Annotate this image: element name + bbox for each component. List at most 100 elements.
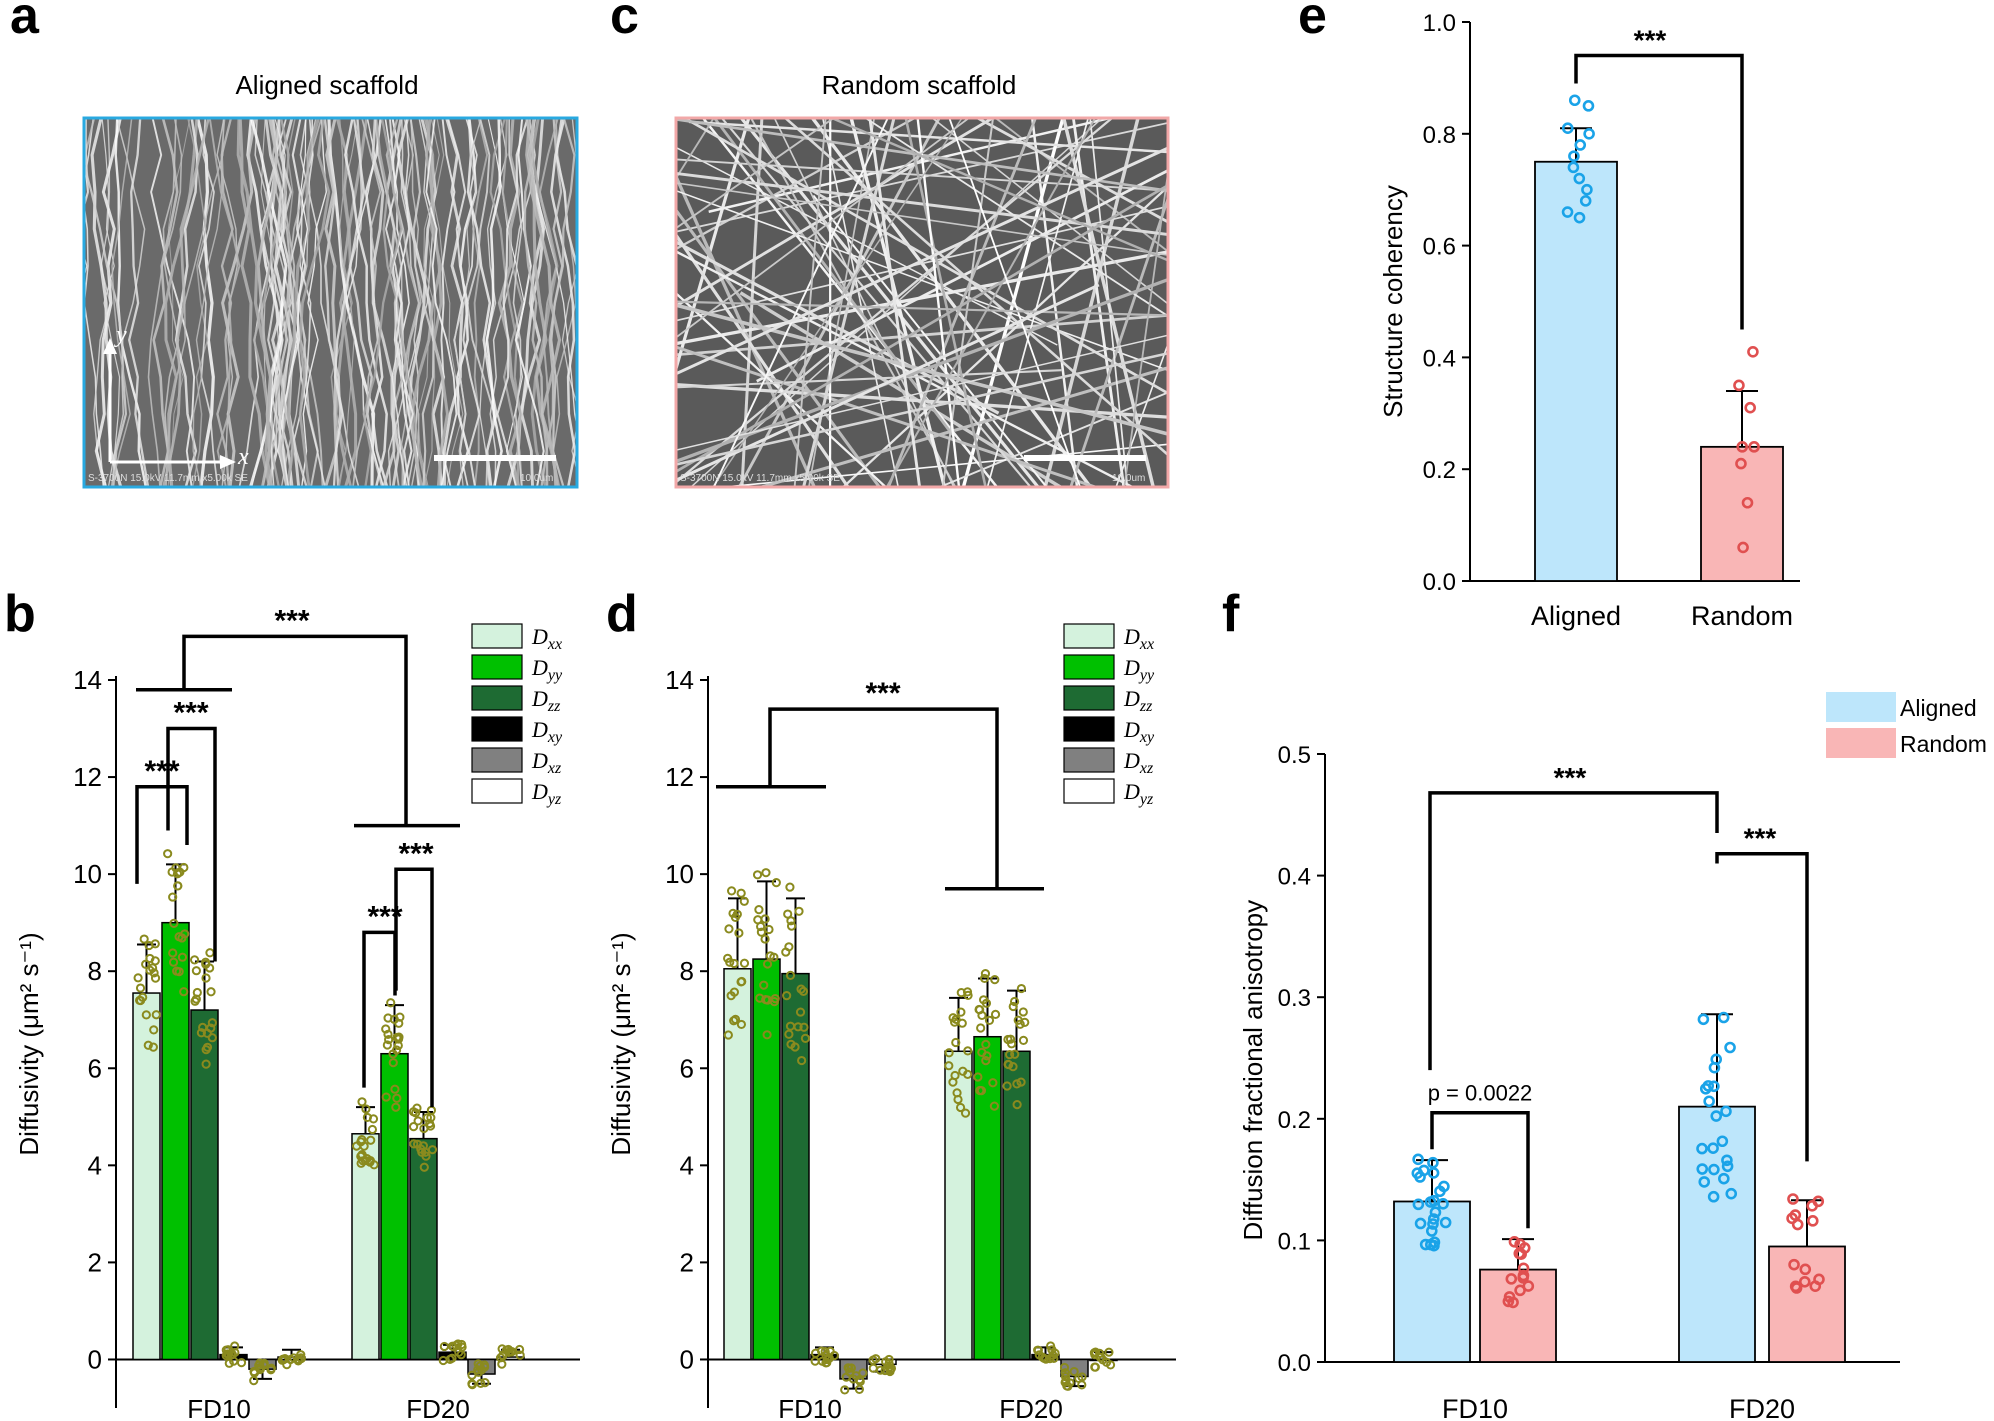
data-point — [1708, 1080, 1720, 1093]
data-point — [207, 1018, 217, 1028]
legend-label-zz: Dzz — [1123, 686, 1153, 715]
data-point — [1046, 1341, 1056, 1351]
fiber — [885, 118, 1097, 487]
significance-label: *** — [144, 755, 179, 788]
data-point — [962, 987, 973, 997]
data-point — [1428, 1239, 1440, 1252]
significance-bracket — [1574, 53, 1744, 330]
data-point — [411, 1108, 421, 1118]
y-tick-label: 10 — [73, 859, 102, 889]
data-point — [963, 1046, 973, 1056]
y-tick-label: 1.0 — [1423, 10, 1456, 37]
data-point — [205, 948, 215, 958]
data-point — [255, 1362, 265, 1373]
y-axis-label: Diffusivity (μm² s⁻¹) — [14, 932, 44, 1155]
y-tick-label: 0.4 — [1278, 864, 1311, 891]
data-point — [759, 980, 769, 990]
legend-swatch-zz — [471, 685, 523, 711]
y-tick-label: 12 — [665, 762, 694, 792]
data-point — [412, 1139, 423, 1149]
fiber — [400, 118, 435, 487]
y-tick-label: 6 — [680, 1053, 694, 1083]
data-point — [1710, 1110, 1723, 1122]
data-point — [1428, 1194, 1440, 1207]
x-category-label: FD10 — [187, 1394, 251, 1421]
fiber — [264, 118, 293, 487]
aligned-scaffold-title: Aligned scaffold — [235, 70, 419, 100]
data-point — [367, 1124, 378, 1135]
data-point — [151, 1010, 161, 1020]
y-tick-label: 0.0 — [1423, 569, 1456, 596]
data-point — [1561, 122, 1574, 135]
fiber — [110, 118, 133, 487]
data-point — [1439, 1216, 1452, 1229]
fiber — [1115, 341, 1168, 487]
bar-Dxx-FD10 — [723, 968, 752, 1361]
data-point — [1006, 1039, 1017, 1049]
fiber — [238, 118, 288, 487]
bar-Dzz-FD10 — [190, 1009, 219, 1361]
data-point — [1721, 1160, 1734, 1173]
data-point — [1567, 161, 1580, 174]
data-point — [797, 1055, 807, 1066]
legend-label-yz: Dyz — [531, 779, 562, 808]
data-point — [1517, 1262, 1530, 1275]
data-point — [515, 1350, 525, 1360]
data-point — [1717, 1011, 1730, 1024]
data-point — [148, 1042, 158, 1052]
fiber — [517, 118, 549, 487]
data-point — [980, 968, 991, 979]
data-point — [150, 973, 161, 983]
fiber — [689, 118, 1104, 487]
data-point — [205, 963, 215, 973]
data-point — [990, 975, 1000, 985]
data-point — [412, 1103, 422, 1113]
fiber — [676, 118, 836, 230]
data-point — [763, 995, 773, 1005]
data-point — [420, 1147, 430, 1157]
data-point — [1703, 1095, 1715, 1108]
data-point — [202, 1028, 212, 1038]
y-tick-label: 0.4 — [1423, 345, 1456, 372]
data-point — [1016, 983, 1027, 994]
data-point — [445, 1354, 455, 1365]
fiber — [712, 118, 954, 436]
data-point — [963, 1069, 973, 1079]
aligned-scaffold-image: y x S-3700N 15.0kV 11.7mm x5.00k SE 10.0… — [82, 116, 579, 489]
fiber — [676, 146, 1058, 346]
data-point — [736, 888, 746, 898]
data-point — [497, 1359, 507, 1369]
data-point — [723, 1030, 733, 1040]
fiber — [676, 118, 996, 308]
data-point — [1104, 1347, 1114, 1357]
fiber — [676, 118, 971, 339]
significance-label: *** — [173, 697, 208, 730]
fiber — [391, 118, 410, 487]
fiber — [167, 118, 191, 487]
significance-bracket — [1430, 1110, 1530, 1229]
data-point — [1568, 150, 1580, 162]
data-point — [1561, 206, 1574, 218]
sem-caption: S-3700N 15.0kV 11.7mm x5.00k SE — [88, 473, 248, 484]
data-point — [1013, 1015, 1023, 1025]
data-point — [1799, 1263, 1812, 1276]
fiber — [676, 118, 1114, 484]
fiber — [371, 118, 401, 487]
random-scaffold-title: Random scaffold — [821, 70, 1017, 100]
y-tick-label: 0.0 — [1278, 1350, 1311, 1377]
data-point — [169, 918, 179, 928]
fiber — [740, 118, 764, 487]
bar-Dyy-FD20 — [973, 1035, 1002, 1361]
fiber — [417, 118, 435, 487]
data-point — [732, 909, 742, 919]
fiber — [93, 118, 113, 487]
data-point — [480, 1378, 490, 1388]
y-tick-label: 6 — [88, 1053, 102, 1083]
fiber — [425, 118, 458, 487]
data-point — [795, 1007, 806, 1017]
fiber — [344, 118, 388, 487]
data-point — [179, 987, 189, 997]
data-point — [784, 942, 794, 952]
legend-swatch-xz — [1063, 747, 1115, 773]
data-point — [725, 957, 735, 967]
